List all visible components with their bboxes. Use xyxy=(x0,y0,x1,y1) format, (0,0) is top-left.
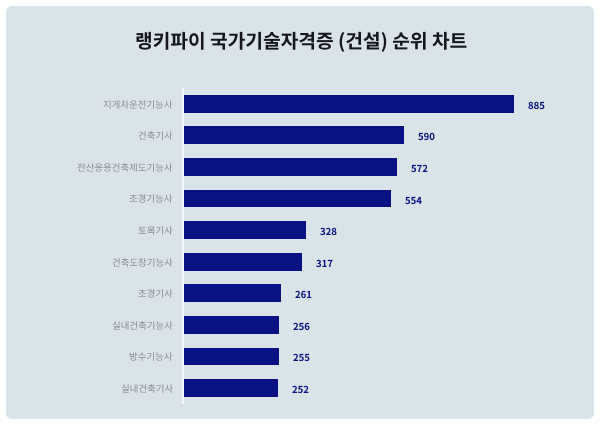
value-label-text: 256 xyxy=(294,320,295,321)
category-label-text: 토목기사 xyxy=(138,225,139,226)
category-label-text: 방수기능사 xyxy=(130,351,131,352)
value-label-glyphs xyxy=(404,196,422,204)
bar xyxy=(184,315,280,334)
category-label-text: 조경기능사 xyxy=(130,194,131,195)
category-label-glyphs xyxy=(138,131,173,140)
value-label-text: 590 xyxy=(418,130,419,131)
category-label-text: 건축도장기능사 xyxy=(112,257,113,258)
category-label-glyphs xyxy=(121,384,173,393)
value-label-glyphs xyxy=(293,322,310,330)
category-label-glyphs xyxy=(129,194,173,204)
category-label-glyphs xyxy=(103,99,173,109)
value-label-glyphs xyxy=(320,227,337,236)
bar xyxy=(184,189,391,208)
value-label-text: 252 xyxy=(292,383,293,384)
bar xyxy=(184,379,278,397)
value-label-text: 261 xyxy=(296,288,297,289)
value-label-glyphs xyxy=(411,164,428,173)
category-label-glyphs xyxy=(77,163,173,172)
category-label-text: 조경기사 xyxy=(138,288,139,289)
category-label-glyphs xyxy=(138,226,173,235)
bar xyxy=(184,221,307,239)
value-label-text: 554 xyxy=(405,194,406,195)
category-label-text: 실내건축기능사 xyxy=(112,320,113,321)
category-label-glyphs xyxy=(112,320,173,330)
category-label-text: 지게차운전기능사 xyxy=(104,99,105,100)
bar xyxy=(184,158,398,176)
category-label-glyphs xyxy=(138,289,173,298)
value-label-text: 255 xyxy=(293,351,294,352)
value-label-text: 317 xyxy=(316,257,317,258)
category-label-text: 전산응용건축제도기능사 xyxy=(78,162,79,163)
value-label-glyphs xyxy=(292,385,309,394)
category-label-text: 건축기사 xyxy=(139,130,140,131)
bar xyxy=(184,126,404,145)
value-label-text: 328 xyxy=(321,225,322,226)
value-label-glyphs xyxy=(528,101,545,109)
value-label-text: 572 xyxy=(411,162,412,163)
value-label-glyphs xyxy=(293,354,310,362)
value-label-glyphs xyxy=(316,259,333,267)
category-label-glyphs xyxy=(112,257,173,267)
value-label-glyphs xyxy=(418,133,435,141)
bar xyxy=(184,252,303,271)
value-label-text: 885 xyxy=(528,99,529,100)
category-label-text: 실내건축기사 xyxy=(121,383,122,384)
bar xyxy=(184,284,282,303)
value-label-glyphs xyxy=(295,291,312,299)
chart-panel xyxy=(6,6,594,419)
bar xyxy=(184,347,279,366)
bar xyxy=(184,94,514,113)
category-label-glyphs xyxy=(130,352,173,362)
y-axis-line xyxy=(182,88,184,404)
